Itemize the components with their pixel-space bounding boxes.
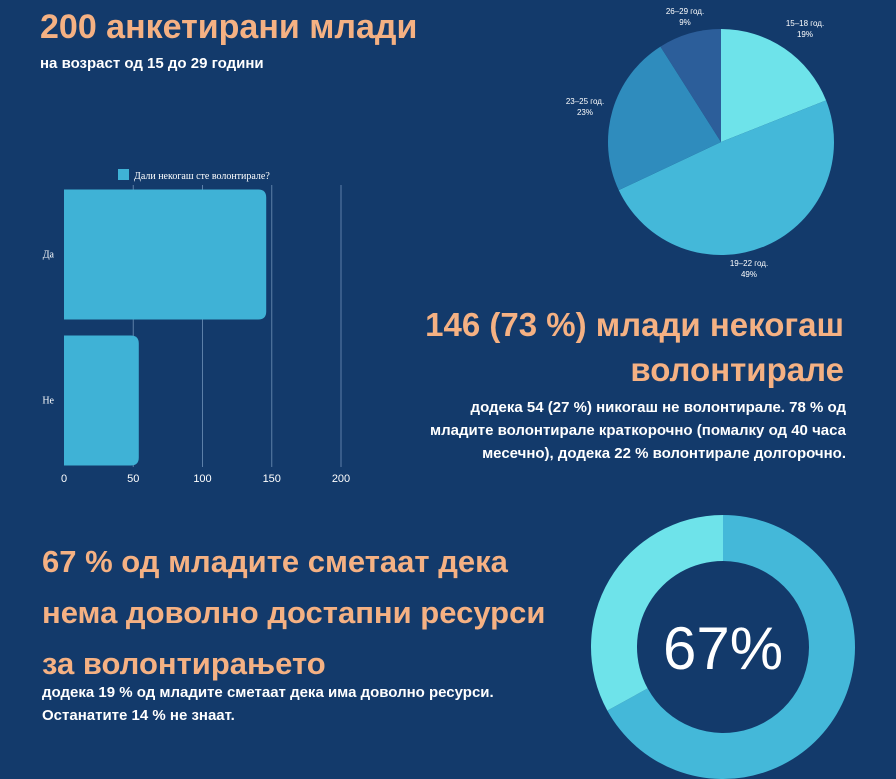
pie-slice-label: 19–22 год. — [730, 259, 768, 268]
pie-slice-value: 9% — [679, 18, 691, 27]
x-tick-label: 100 — [193, 473, 211, 485]
category-label: Да — [43, 250, 55, 261]
volunteer-bar-chart: Дали некогаш сте волонтирале? Да Не 0 50 100 1… — [42, 169, 350, 485]
pie-slice — [721, 29, 827, 142]
resources-heading: 67 % од младите сметаат дека нема доволн… — [42, 544, 546, 681]
x-tick-label: 50 — [127, 473, 139, 485]
resources-text: додека 19 % од младите сметаат дека има … — [42, 684, 494, 724]
donut-center-label: 67% — [663, 615, 783, 682]
pie-slice-value: 49% — [741, 270, 757, 279]
bar — [64, 189, 267, 320]
legend-label: Дали некогаш сте волонтирале? — [134, 171, 270, 182]
age-pie-chart: 15–18 год. 19% 19–22 год. 49% 23–25 год. 23% 2… — [566, 7, 834, 279]
x-tick-label: 200 — [332, 473, 350, 485]
pie-slice-value: 19% — [797, 30, 813, 39]
page-subtitle: на возраст од 15 до 29 години — [40, 55, 264, 72]
pie-slice — [608, 46, 721, 191]
pie-slice-label: 26–29 год. — [666, 7, 704, 16]
page-title: 200 анкетирани млади — [40, 8, 418, 46]
x-tick-label: 0 — [61, 473, 67, 485]
donut-segment — [591, 515, 723, 711]
pie-slice — [618, 100, 834, 255]
category-label: Не — [42, 396, 54, 407]
pie-slice — [660, 29, 721, 142]
bar — [64, 335, 139, 466]
pie-slice-label: 23–25 год. — [566, 97, 604, 106]
pie-slice-value: 23% — [577, 108, 593, 117]
volunteered-text: додека 54 (27 %) никогаш не волонтирале.… — [430, 399, 846, 462]
volunteered-heading: 146 (73 %) млади некогаш волонтирале — [425, 306, 844, 388]
resources-donut-chart: 67% — [591, 515, 855, 779]
pie-slice-label: 15–18 год. — [786, 19, 824, 28]
x-tick-label: 150 — [263, 473, 281, 485]
legend-swatch — [118, 169, 129, 180]
donut-segment — [607, 515, 855, 779]
